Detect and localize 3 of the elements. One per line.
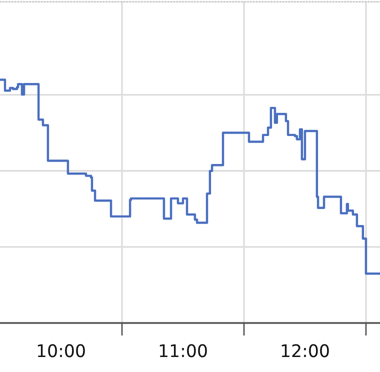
x-tick-label: 11:00 — [160, 344, 207, 358]
x-tick-label: 10:00 — [38, 344, 85, 358]
x-tick-label: 12:00 — [282, 344, 329, 358]
